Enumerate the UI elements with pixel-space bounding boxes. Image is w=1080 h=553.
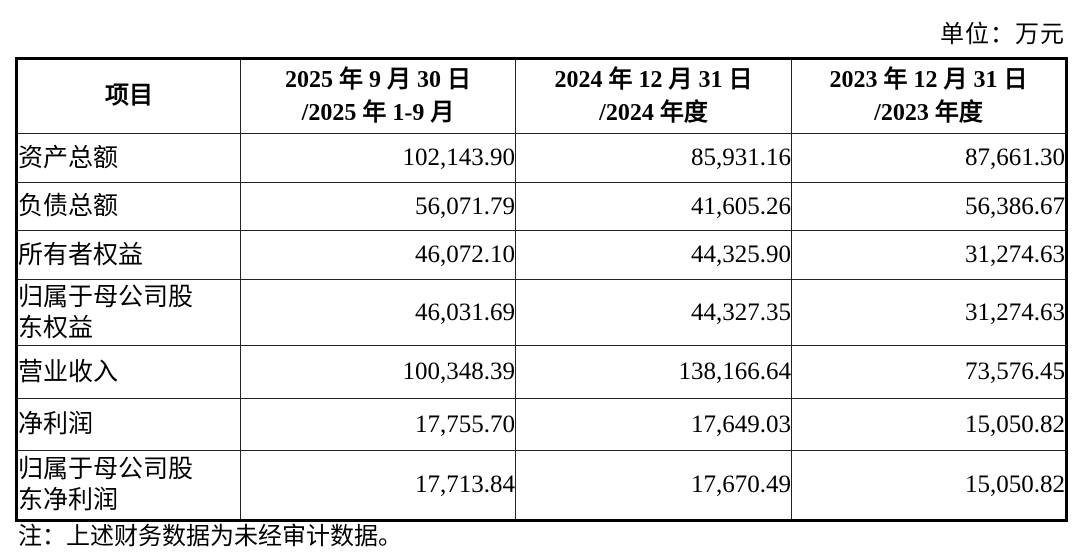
col-header-2024: 2024 年 12 月 31 日 /2024 年度: [515, 58, 792, 134]
header-row: 项目 2025 年 9 月 30 日 /2025 年 1-9 月 2024 年 …: [16, 58, 1067, 134]
row-label: 所有者权益: [16, 230, 241, 280]
cell-value: 17,755.70: [240, 398, 516, 451]
cell-value: 17,670.49: [515, 450, 792, 521]
cell-value: 102,143.90: [240, 133, 516, 183]
table-row-operating-revenue: 营业收入 100,348.39 138,166.64 73,576.45: [16, 345, 1067, 399]
cell-value: 100,348.39: [240, 345, 516, 399]
note-text: 注：上述财务数据为未经审计数据。: [18, 524, 402, 550]
cell-value: 46,072.10: [240, 230, 516, 280]
table-row-net-profit: 净利润 17,755.70 17,649.03 15,050.82: [16, 398, 1067, 451]
row-label: 净利润: [16, 398, 241, 451]
row-label: 归属于母公司股 东权益: [16, 279, 241, 346]
cell-value: 138,166.64: [515, 345, 792, 399]
cell-value: 85,931.16: [515, 133, 792, 183]
table-row-total-assets: 资产总额 102,143.90 85,931.16 87,661.30: [16, 133, 1067, 183]
cell-value: 15,050.82: [791, 450, 1067, 521]
cell-value: 17,649.03: [515, 398, 792, 451]
row-label: 资产总额: [16, 133, 241, 183]
table-header: 项目 2025 年 9 月 30 日 /2025 年 1-9 月 2024 年 …: [16, 58, 1067, 134]
cell-value: 15,050.82: [791, 398, 1067, 451]
cell-value: 56,386.67: [791, 182, 1067, 231]
row-label: 营业收入: [16, 345, 241, 399]
unit-label: 单位：万元: [940, 22, 1065, 48]
table-row-owners-equity: 所有者权益 46,072.10 44,325.90 31,274.63: [16, 230, 1067, 280]
col-header-item: 项目: [16, 58, 241, 134]
cell-value: 44,325.90: [515, 230, 792, 280]
table-row-parent-equity: 归属于母公司股 东权益 46,031.69 44,327.35 31,274.6…: [16, 279, 1067, 346]
cell-value: 73,576.45: [791, 345, 1067, 399]
cell-value: 17,713.84: [240, 450, 516, 521]
cell-value: 87,661.30: [791, 133, 1067, 183]
cell-value: 56,071.79: [240, 182, 516, 231]
cell-value: 31,274.63: [791, 230, 1067, 280]
financial-summary-table: 项目 2025 年 9 月 30 日 /2025 年 1-9 月 2024 年 …: [15, 57, 1068, 522]
row-label: 归属于母公司股 东净利润: [16, 450, 241, 521]
cell-value: 31,274.63: [791, 279, 1067, 346]
table-row-total-liabilities: 负债总额 56,071.79 41,605.26 56,386.67: [16, 182, 1067, 231]
col-header-2025: 2025 年 9 月 30 日 /2025 年 1-9 月: [240, 58, 516, 134]
col-header-2023: 2023 年 12 月 31 日 /2023 年度: [791, 58, 1067, 134]
table-body: 资产总额 102,143.90 85,931.16 87,661.30 负债总额…: [16, 133, 1067, 521]
cell-value: 41,605.26: [515, 182, 792, 231]
cell-value: 44,327.35: [515, 279, 792, 346]
cell-value: 46,031.69: [240, 279, 516, 346]
row-label: 负债总额: [16, 182, 241, 231]
table-row-parent-net-profit: 归属于母公司股 东净利润 17,713.84 17,670.49 15,050.…: [16, 450, 1067, 521]
